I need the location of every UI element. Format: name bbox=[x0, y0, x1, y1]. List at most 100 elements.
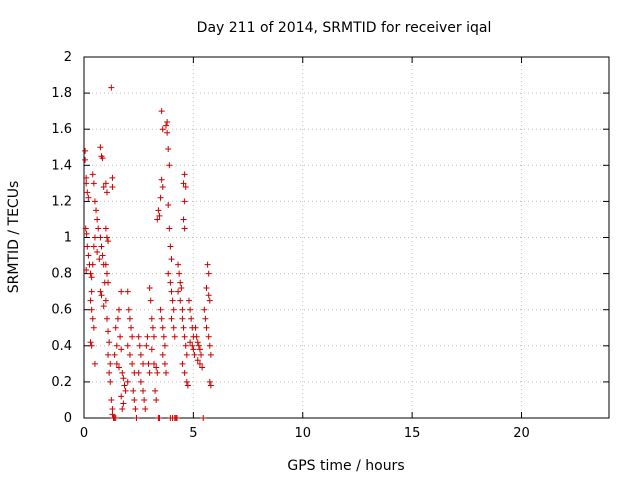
data-point bbox=[109, 183, 116, 190]
data-point bbox=[181, 225, 188, 232]
data-point bbox=[164, 129, 171, 136]
data-point bbox=[103, 270, 110, 277]
data-point bbox=[103, 315, 110, 322]
data-point bbox=[109, 405, 116, 412]
data-point bbox=[103, 189, 110, 196]
data-point bbox=[83, 230, 90, 237]
data-point bbox=[206, 378, 213, 385]
data-point bbox=[113, 342, 120, 349]
data-point bbox=[170, 306, 177, 313]
data-point bbox=[181, 333, 188, 340]
data-point bbox=[146, 285, 153, 292]
data-point bbox=[167, 279, 174, 286]
data-point bbox=[82, 147, 89, 154]
data-point bbox=[108, 396, 115, 403]
data-point bbox=[161, 360, 168, 367]
data-point bbox=[102, 297, 109, 304]
data-point bbox=[89, 261, 96, 268]
data-point bbox=[157, 306, 164, 313]
data-point bbox=[142, 405, 149, 412]
data-point bbox=[118, 346, 125, 353]
data-point bbox=[90, 243, 97, 250]
axis-ticks: 00.20.40.60.811.21.41.61.820 5 10 15 20 bbox=[51, 50, 609, 441]
data-point bbox=[85, 194, 92, 201]
data-point bbox=[82, 225, 89, 232]
data-point bbox=[154, 369, 161, 376]
data-point bbox=[194, 339, 201, 346]
y-tick-label: 0.6 bbox=[51, 303, 72, 318]
data-point bbox=[112, 415, 119, 421]
data-point bbox=[89, 315, 96, 322]
data-point bbox=[94, 248, 101, 255]
y-tick-label: 1.8 bbox=[51, 86, 72, 101]
data-point bbox=[168, 288, 175, 295]
data-point bbox=[125, 306, 132, 313]
data-point bbox=[141, 396, 148, 403]
data-point bbox=[156, 212, 163, 219]
data-series bbox=[82, 84, 214, 421]
data-point bbox=[177, 297, 184, 304]
data-point bbox=[159, 351, 166, 358]
data-point bbox=[167, 243, 174, 250]
data-point bbox=[158, 315, 165, 322]
data-point bbox=[147, 297, 154, 304]
data-point bbox=[179, 360, 186, 367]
data-point bbox=[151, 333, 157, 340]
chart-title: Day 211 of 2014, SRMTID for receiver iqa… bbox=[197, 20, 492, 36]
data-point bbox=[82, 156, 89, 163]
data-point bbox=[124, 342, 131, 349]
data-point bbox=[152, 387, 159, 394]
data-point bbox=[97, 234, 104, 241]
data-point bbox=[87, 270, 94, 277]
data-point bbox=[180, 216, 187, 223]
data-point bbox=[166, 225, 173, 232]
data-point bbox=[157, 194, 164, 201]
data-point bbox=[155, 207, 162, 214]
data-point bbox=[140, 360, 147, 367]
data-point bbox=[189, 342, 196, 349]
data-point bbox=[163, 122, 170, 129]
data-point bbox=[163, 369, 170, 376]
data-point bbox=[181, 369, 188, 376]
data-point bbox=[168, 256, 175, 263]
data-point bbox=[143, 342, 150, 349]
data-point bbox=[205, 292, 212, 299]
data-point bbox=[90, 180, 97, 187]
data-point bbox=[87, 297, 94, 304]
data-point bbox=[187, 339, 194, 346]
data-point bbox=[105, 351, 112, 358]
data-point bbox=[170, 324, 177, 331]
data-point bbox=[120, 400, 127, 407]
data-point bbox=[97, 288, 104, 295]
data-point bbox=[181, 198, 188, 205]
data-point bbox=[88, 288, 95, 295]
data-point bbox=[182, 342, 189, 349]
data-point bbox=[207, 382, 214, 389]
data-point bbox=[202, 315, 209, 322]
data-point bbox=[179, 315, 186, 322]
data-point bbox=[156, 415, 163, 421]
data-point bbox=[187, 306, 194, 313]
data-point bbox=[118, 288, 125, 295]
data-point bbox=[131, 396, 138, 403]
data-point bbox=[195, 342, 202, 349]
data-point bbox=[107, 378, 114, 385]
data-point bbox=[116, 306, 122, 313]
data-point bbox=[145, 360, 152, 367]
data-point bbox=[137, 378, 144, 385]
data-point bbox=[135, 333, 142, 340]
data-point bbox=[180, 180, 187, 187]
data-point bbox=[109, 411, 116, 418]
data-point bbox=[201, 306, 208, 313]
data-point bbox=[188, 315, 195, 322]
data-point bbox=[118, 393, 125, 400]
data-point bbox=[180, 324, 187, 331]
y-axis-label: SRMTID / TECUs bbox=[6, 181, 22, 294]
data-point bbox=[135, 369, 142, 376]
data-point bbox=[126, 315, 133, 322]
data-point bbox=[184, 382, 191, 389]
data-point bbox=[175, 261, 182, 268]
data-point bbox=[84, 243, 91, 250]
data-point bbox=[129, 360, 136, 367]
data-point bbox=[98, 292, 105, 299]
